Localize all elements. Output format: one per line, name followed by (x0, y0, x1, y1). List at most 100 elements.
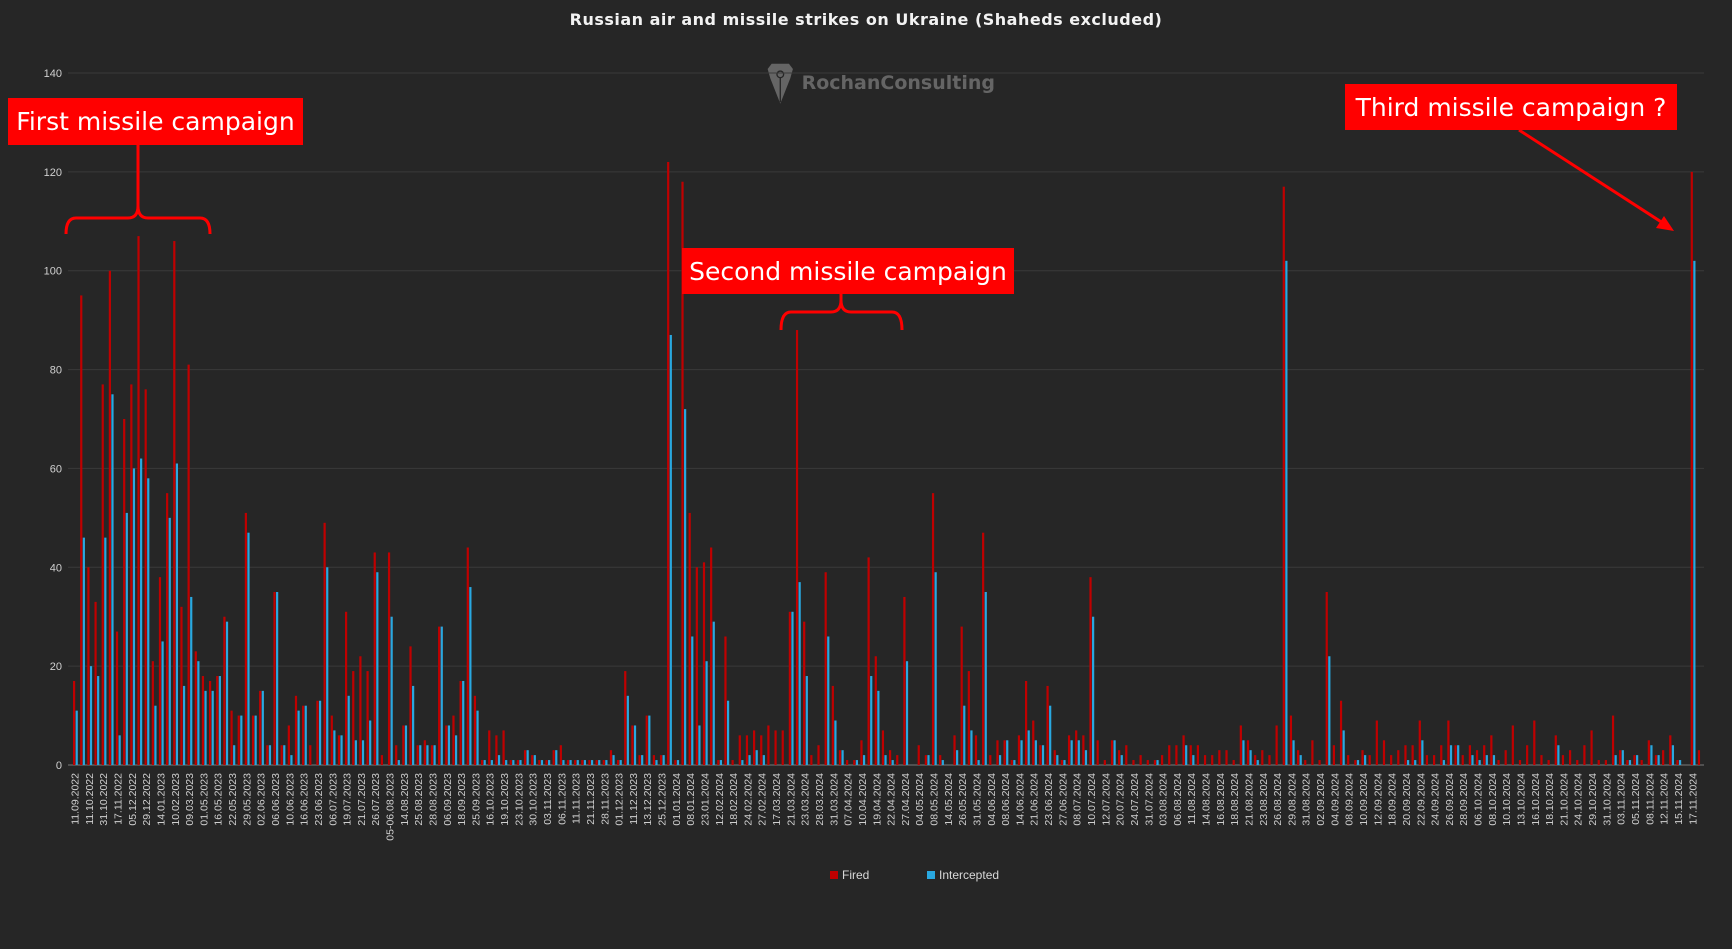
intercepted-bar (956, 750, 959, 765)
intercepted-bar (834, 720, 837, 765)
fired-bar (94, 601, 97, 765)
fired-bar (223, 616, 226, 765)
x-tick-label: 10.09.2024 (1358, 773, 1370, 826)
intercepted-bar (1678, 760, 1682, 765)
x-tick-label: 15.11.2024 (1673, 773, 1685, 825)
fired-bar (337, 735, 341, 765)
fired-bar (1096, 740, 1099, 765)
intercepted-bar (1027, 730, 1030, 765)
intercepted-bar (1285, 260, 1288, 765)
intercepted-bar (1557, 745, 1560, 765)
fired-bar (345, 611, 348, 765)
intercepted-bar (1185, 745, 1188, 765)
intercepted-bar (1041, 745, 1045, 765)
x-tick-label: 11.08.2024 (1186, 773, 1198, 825)
fired-bar (774, 730, 777, 765)
intercepted-bar (211, 690, 214, 765)
x-tick-label: 12.02.2024 (714, 773, 726, 826)
fired-bar (359, 656, 362, 765)
intercepted-bar (454, 735, 458, 765)
fired-bar (602, 760, 605, 765)
x-tick-label: 30.10.2023 (528, 773, 540, 826)
intercepted-bar (512, 760, 515, 765)
intercepted-bar (1421, 740, 1424, 765)
x-tick-label: 19.04.2024 (871, 773, 883, 826)
x-tick-label: 03.08.2024 (1158, 773, 1170, 826)
fired-bar (552, 750, 555, 765)
fired-bar (609, 750, 613, 765)
x-tick-label: 08.09.2024 (1344, 773, 1356, 826)
x-tick-label: 11.10.2022 (84, 773, 96, 825)
intercepted-bar (519, 760, 522, 765)
x-tick-label: 13.10.2024 (1515, 773, 1527, 826)
x-tick-label: 03.11.2024 (1616, 773, 1628, 825)
x-tick-label: 29.05.2023 (241, 773, 253, 826)
fired-bar (788, 611, 791, 765)
x-tick-label: 22.05.2023 (227, 773, 239, 826)
fired-bar (373, 552, 376, 765)
fired-bar (1268, 755, 1271, 765)
intercepted-bar (626, 695, 629, 765)
fired-bar (395, 745, 398, 765)
fired-bar (1132, 760, 1135, 765)
intercepted-bar (877, 690, 880, 765)
intercepted-bar (748, 755, 751, 765)
x-tick-label: 23.06.2023 (313, 773, 325, 826)
third-campaign-label: Third missile campaign ? (1345, 84, 1677, 130)
fired-bar (1418, 720, 1421, 765)
fired-bar (209, 680, 212, 765)
legend-item-intercepted[interactable]: Intercepted (927, 868, 999, 882)
fired-bar (187, 364, 190, 765)
fired-bar (1153, 760, 1157, 765)
x-tick-label: 26.05.2024 (957, 773, 969, 826)
second-campaign-brace (779, 299, 904, 331)
second-campaign-label: Second missile campaign (682, 248, 1014, 294)
fired-bar (1440, 745, 1443, 765)
intercepted-bar (154, 705, 157, 765)
intercepted-bar (1049, 705, 1052, 765)
intercepted-bar (798, 582, 801, 765)
x-tick-label: 02.06.2023 (256, 773, 268, 826)
fired-bar (1375, 720, 1378, 765)
intercepted-bar (1070, 740, 1073, 765)
x-tick-label: 21.08.2024 (1243, 773, 1255, 826)
fired-bar (667, 161, 670, 765)
x-tick-label: 29.08.2024 (1286, 773, 1298, 826)
fired-bar (481, 760, 484, 765)
x-tick-label: 04.09.2024 (1329, 773, 1341, 826)
fired-bar (1526, 745, 1529, 765)
intercepted-bar (326, 567, 329, 765)
x-tick-label: 08.10.2024 (1487, 773, 1499, 826)
fired-bar (1654, 755, 1658, 765)
fired-bar (1569, 750, 1572, 765)
intercepted-bar (712, 621, 715, 765)
fired-bar (273, 592, 276, 765)
fired-bar (1332, 745, 1335, 765)
fired-bar (1060, 760, 1063, 765)
x-tick-label: 31.03.2024 (828, 773, 840, 826)
fired-bar (738, 735, 741, 765)
fired-bar (631, 725, 634, 765)
fired-bar (1304, 760, 1307, 765)
intercepted-bar (762, 755, 765, 765)
fired-bar (123, 419, 126, 765)
x-tick-label: 17.11.2024 (1687, 773, 1699, 825)
x-tick-label: 13.12.2023 (642, 773, 654, 826)
fired-bar (1103, 760, 1106, 765)
fired-bar (1382, 740, 1386, 765)
fired-bar (753, 730, 756, 765)
fired-bar (1475, 750, 1479, 765)
intercepted-bar (97, 676, 100, 765)
intercepted-bar (104, 537, 107, 765)
fired-swatch-icon (830, 871, 838, 879)
fired-bar (574, 760, 577, 765)
x-tick-label: 12.11.2024 (1659, 773, 1671, 825)
legend-item-fired[interactable]: Fired (830, 868, 869, 882)
intercepted-bar (1364, 755, 1367, 765)
fired-bar (1468, 745, 1471, 765)
intercepted-bar (1034, 740, 1037, 765)
fired-bar (216, 676, 219, 765)
intercepted-bar (648, 715, 651, 765)
intercepted-bar (412, 685, 415, 765)
fired-bar (881, 730, 885, 765)
